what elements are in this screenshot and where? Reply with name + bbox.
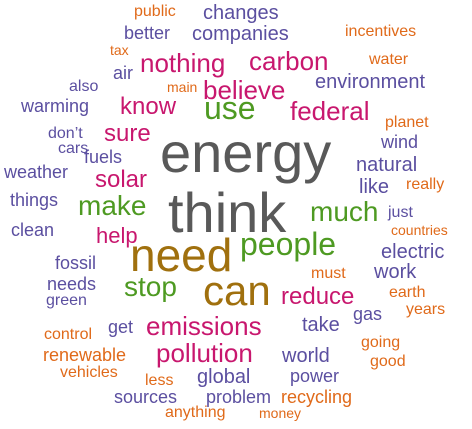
word-sources: sources: [114, 387, 178, 407]
word-tax: tax: [110, 42, 129, 58]
word-clean: clean: [11, 220, 55, 240]
word-warming: warming: [21, 96, 90, 116]
word-better: better: [124, 23, 171, 43]
word-anything: anything: [165, 404, 226, 421]
word-pollution: pollution: [156, 338, 253, 368]
word-really: really: [406, 176, 445, 193]
word-stop: stop: [124, 271, 177, 302]
word-don-t: don’t: [48, 125, 83, 142]
word-planet: planet: [385, 114, 429, 131]
word-believe: believe: [203, 75, 286, 105]
word-weather: weather: [4, 162, 69, 182]
word-sure: sure: [104, 120, 151, 147]
word-air: air: [113, 63, 134, 83]
word-vehicles: vehicles: [60, 364, 118, 381]
word-think: think: [168, 181, 287, 244]
word-natural: natural: [356, 154, 418, 176]
word-public: public: [134, 3, 176, 20]
word-environment: environment: [315, 71, 426, 93]
word-gas: gas: [353, 304, 383, 324]
word-much: much: [310, 196, 379, 227]
word-years: years: [406, 301, 446, 318]
word-global: global: [197, 366, 251, 388]
word-electric: electric: [381, 241, 445, 263]
word-world: world: [282, 345, 330, 367]
word-things: things: [10, 190, 59, 210]
word-renewable: renewable: [43, 345, 127, 365]
word-help: help: [96, 223, 138, 248]
word-fossil: fossil: [55, 253, 97, 273]
word-cars: cars: [58, 140, 89, 157]
word-make: make: [78, 190, 147, 221]
word-going: going: [361, 334, 401, 351]
word-use: use: [204, 90, 256, 126]
word-people: people: [240, 226, 337, 262]
word-water: water: [369, 51, 409, 68]
word-know: know: [120, 93, 177, 120]
word-energy: energy: [160, 121, 332, 184]
word-also: also: [69, 78, 99, 95]
word-nothing: nothing: [140, 48, 226, 78]
word-just: just: [388, 204, 413, 221]
word-incentives: incentives: [345, 23, 417, 40]
word-earth: earth: [389, 284, 426, 301]
word-needs: needs: [47, 274, 97, 294]
word-wind: wind: [381, 132, 419, 152]
word-money: money: [259, 405, 302, 421]
word-solar: solar: [95, 166, 148, 193]
word-take: take: [302, 314, 340, 336]
word-companies: companies: [192, 23, 289, 45]
word-green: green: [46, 292, 87, 309]
word-fuels: fuels: [84, 147, 123, 167]
word-carbon: carbon: [249, 46, 329, 76]
word-must: must: [311, 265, 346, 282]
word-good: good: [370, 353, 406, 370]
word-can: can: [203, 267, 271, 314]
word-get: get: [108, 317, 134, 337]
word-main: main: [167, 79, 198, 95]
word-like: like: [359, 176, 390, 198]
word-federal: federal: [290, 96, 370, 126]
word-need: need: [130, 229, 233, 281]
word-reduce: reduce: [281, 283, 355, 310]
word-changes: changes: [203, 2, 279, 24]
word-control: control: [44, 326, 93, 343]
word-emissions: emissions: [146, 311, 262, 341]
word-power: power: [290, 366, 340, 386]
word-recycling: recycling: [281, 387, 353, 407]
word-less: less: [145, 372, 174, 389]
word-problem: problem: [206, 387, 272, 407]
word-countries: countries: [391, 222, 448, 238]
word-work: work: [374, 261, 417, 283]
